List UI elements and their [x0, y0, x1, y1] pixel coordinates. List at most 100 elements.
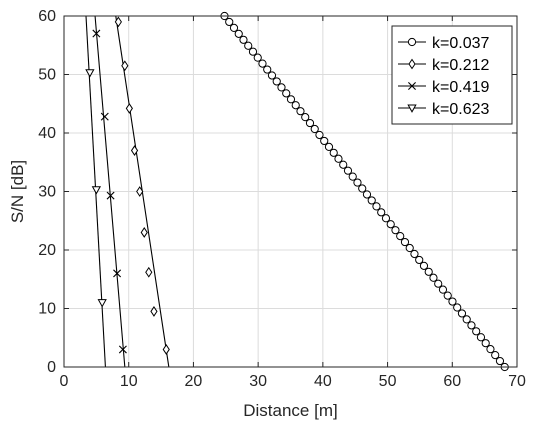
circle-marker: [296, 107, 305, 116]
circle-marker: [229, 23, 239, 32]
y-tick-label: 0: [47, 359, 56, 376]
circle-marker: [495, 356, 505, 366]
triangle-down-marker: [91, 186, 102, 195]
circle-marker: [396, 232, 405, 241]
series-x: [92, 15, 127, 368]
x-marker: [100, 112, 109, 121]
circle-marker: [267, 71, 277, 80]
circle-marker: [424, 267, 433, 276]
circle-marker: [457, 309, 467, 318]
circle-marker: [263, 65, 272, 74]
triangle-down-marker: [97, 299, 107, 308]
x-marker: [118, 345, 127, 354]
circle-marker: [277, 83, 286, 92]
x-marker-stroke: [100, 112, 109, 121]
circle-marker: [481, 339, 490, 348]
x-marker: [408, 82, 416, 90]
y-tick-label: 40: [38, 125, 56, 142]
triangle-down-marker: [85, 69, 95, 78]
legend-entry-label: k=0.419: [432, 79, 489, 96]
circle-marker: [415, 255, 424, 265]
x-axis-label: Distance [m]: [243, 401, 337, 420]
circle-marker: [248, 47, 258, 56]
circle-marker: [429, 273, 438, 282]
x-tick-label: 0: [60, 373, 69, 390]
circle-marker: [405, 243, 414, 253]
circle-marker: [367, 196, 376, 205]
x-tick-label: 30: [249, 373, 267, 390]
y-tick-label: 60: [38, 8, 56, 25]
circle-marker: [476, 333, 486, 342]
diamond-marker: [136, 186, 144, 197]
circle-marker: [320, 136, 329, 146]
diamond-marker: [114, 16, 122, 28]
circle-marker: [343, 166, 353, 175]
y-tick-label: 50: [38, 67, 56, 84]
circle-marker: [386, 220, 395, 229]
circle-marker: [286, 95, 296, 104]
circle-marker: [329, 148, 338, 157]
y-tick-label: 30: [38, 184, 56, 201]
circle-marker: [491, 351, 500, 360]
x-marker-stroke: [118, 345, 127, 354]
circle-marker: [443, 291, 452, 300]
circle-marker: [362, 190, 372, 199]
x-marker: [113, 269, 122, 278]
triangle-down-marker: [407, 104, 417, 113]
circle-marker: [282, 89, 291, 98]
diamond-marker: [150, 306, 158, 317]
circle-marker: [305, 118, 315, 128]
circle-marker: [410, 249, 419, 259]
circle-marker: [438, 285, 448, 294]
circle-marker: [353, 178, 362, 187]
circle-marker: [400, 237, 410, 247]
legend-entry-label: k=0.623: [432, 101, 489, 118]
x-tick-label: 20: [185, 373, 203, 390]
x-tick-label: 70: [508, 373, 526, 390]
diamond-marker: [121, 60, 129, 72]
circle-marker: [339, 160, 348, 169]
legend: k=0.037 k=0.212 k=0.419 k=0.623: [391, 25, 513, 125]
circle-marker: [315, 130, 324, 140]
circle-marker: [239, 35, 248, 44]
legend-entry-label: k=0.212: [432, 57, 489, 74]
x-marker-stroke: [106, 191, 115, 200]
circle-marker: [244, 41, 253, 50]
circle-marker: [472, 327, 481, 336]
series-triangle-down: [85, 15, 107, 368]
circle-marker: [381, 214, 391, 223]
series-line: [94, 15, 126, 368]
circle-marker: [324, 142, 334, 151]
ticks: 0 10 20 30 40 50 60 70 0 10 20 30 40 50 60: [38, 8, 526, 390]
x-marker-stroke: [113, 269, 122, 278]
series-diamond: [114, 15, 170, 368]
circle-marker: [301, 113, 310, 122]
x-tick-label: 40: [314, 373, 332, 390]
x-tick-label: 50: [379, 373, 397, 390]
circle-marker: [453, 303, 462, 312]
diamond-marker: [130, 145, 139, 156]
circle-marker: [310, 124, 319, 134]
circle-marker: [434, 279, 443, 288]
circle-marker: [272, 77, 281, 86]
diamond-marker: [125, 103, 133, 114]
circle-marker: [291, 101, 300, 110]
circle-marker: [467, 321, 476, 330]
circle-marker: [377, 208, 386, 217]
circle-marker: [407, 37, 417, 47]
legend-entry-label: k=0.037: [432, 35, 489, 52]
diamond-marker: [162, 344, 170, 355]
diamond-marker: [140, 227, 148, 238]
x-marker-stroke: [92, 29, 101, 38]
circle-marker: [334, 154, 343, 163]
x-tick-label: 10: [120, 373, 138, 390]
x-marker: [106, 191, 115, 200]
circle-marker: [234, 29, 243, 38]
y-axis-label: S/N [dB]: [8, 160, 27, 223]
y-tick-label: 10: [38, 301, 56, 318]
circle-marker: [253, 53, 262, 62]
circle-marker: [258, 59, 267, 68]
circle-marker: [419, 261, 429, 270]
y-tick-label: 20: [38, 242, 56, 259]
